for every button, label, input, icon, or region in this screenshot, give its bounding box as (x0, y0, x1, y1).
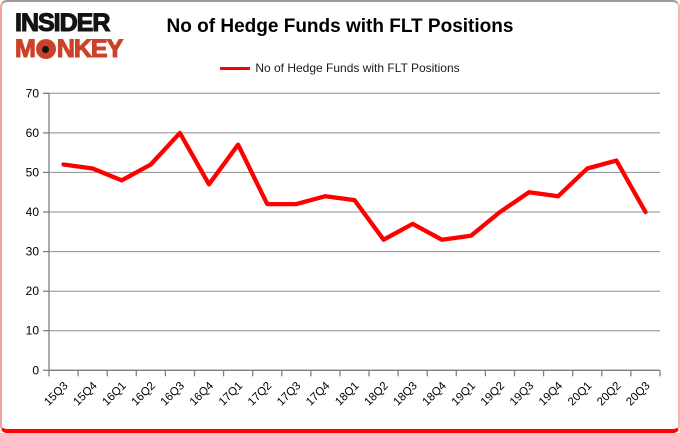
x-tick-label: 19Q2 (479, 380, 507, 408)
monkey-face-icon: O (35, 39, 56, 59)
y-tick-label: 30 (26, 245, 40, 259)
x-tick-label: 17Q3 (275, 380, 303, 408)
x-tick-label: 18Q2 (362, 380, 390, 408)
x-tick-label: 19Q3 (508, 380, 536, 408)
x-tick-label: 18Q1 (333, 380, 361, 408)
logo-text-monkey: MONKEY (14, 35, 124, 63)
x-tick-label: 18Q4 (421, 380, 450, 409)
axes (43, 92, 661, 377)
gridlines (49, 92, 660, 371)
x-tick-label: 15Q4 (71, 380, 100, 409)
legend-line-swatch (220, 66, 251, 70)
y-tick-label: 60 (26, 126, 40, 140)
x-tick-label: 19Q1 (450, 380, 478, 408)
y-tick-label: 50 (26, 165, 40, 179)
y-tick-label: 70 (26, 86, 40, 100)
x-tick-label: 17Q4 (304, 380, 333, 409)
x-tick-label: 16Q2 (130, 380, 158, 408)
y-axis-labels: 0 10 20 30 40 50 60 70 (26, 86, 40, 377)
x-tick-label: 17Q2 (246, 380, 274, 408)
y-tick-label: 10 (26, 324, 40, 338)
x-tick-label: 16Q1 (100, 380, 128, 408)
logo-monkey-m: M (14, 35, 36, 63)
y-tick-label: 20 (26, 284, 40, 298)
x-tick-label: 20Q1 (566, 380, 594, 408)
series-group (61, 130, 648, 242)
chart-title: No of Hedge Funds with FLT Positions (166, 16, 514, 37)
x-axis-labels: 15Q3 15Q4 16Q1 16Q2 16Q3 16Q4 17Q1 17Q2 17Q3 17Q4… (42, 380, 652, 409)
x-tick-label: 20Q2 (595, 380, 623, 408)
x-tick-label: 16Q4 (188, 380, 217, 409)
legend: No of Hedge Funds with FLT Positions (2, 61, 678, 75)
insider-monkey-logo: INSIDER MONKEY (14, 9, 124, 63)
legend-label: No of Hedge Funds with FLT Positions (255, 61, 460, 75)
x-tick-label: 20Q3 (624, 380, 652, 408)
x-tick-label: 18Q3 (391, 380, 419, 408)
logo-text-insider: INSIDER (14, 9, 111, 37)
logo-monkey-rest: NKEY (56, 35, 124, 63)
y-tick-label: 0 (32, 363, 39, 377)
x-tick-label: 19Q4 (537, 380, 566, 409)
x-tick-label: 15Q3 (42, 380, 70, 408)
x-tick-label: 17Q1 (217, 380, 245, 408)
y-tick-label: 40 (26, 205, 40, 219)
x-tick-label: 16Q3 (159, 380, 187, 408)
hedge-funds-series-line (61, 130, 648, 242)
